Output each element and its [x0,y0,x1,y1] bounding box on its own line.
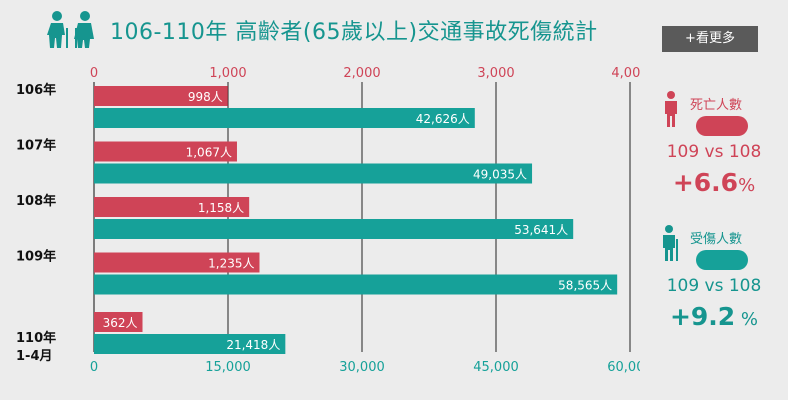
deaths-data-label: 1,235人 [208,257,254,271]
top-axis-tick-label: 1,000 [209,66,246,81]
top-axis-tick-label: 0 [90,66,98,81]
injuries-data-label: 42,626人 [416,112,470,126]
deaths-change-value: +6.6 [672,168,739,197]
deaths-stat-label: 死亡人數 [690,98,743,113]
injured-person-icon [663,225,678,261]
page-title: 106-110年 高齡者(65歲以上)交通事故死傷統計 [110,20,598,45]
deaths-stat-panel: 死亡人數 109 vs 108 +6.6% [640,88,788,208]
injuries-change-value: +9.2 [669,302,736,331]
top-axis-tick-label: 2,000 [343,66,380,81]
top-axis-tick-label: 4,000 [611,66,640,81]
injuries-change: +9.2 % [640,302,788,331]
injuries-stat-panel: 受傷人數 109 vs 108 +9.2 % [640,222,788,342]
deaths-data-label: 998人 [188,90,223,104]
bottom-axis-tick-label: 30,000 [339,360,385,375]
category-label: 110年 [16,330,56,346]
bottom-axis-tick-label: 45,000 [473,360,519,375]
deaths-bar [94,141,237,162]
person-icon [665,91,677,127]
deaths-pill [696,116,748,136]
deaths-bar [94,197,250,217]
injuries-bar [94,219,574,239]
deaths-data-label: 362人 [103,316,138,330]
more-button[interactable]: +看更多 [662,26,758,52]
bottom-axis-tick-label: 60,000 [607,360,640,375]
deaths-comparison: 109 vs 108 [666,142,762,162]
injuries-bar [94,108,475,128]
deaths-bar [94,312,143,332]
injuries-stat-label: 受傷人數 [690,232,743,247]
deaths-bar [94,86,228,106]
injuries-data-label: 58,565人 [558,279,612,293]
deaths-data-label: 1,158人 [198,201,244,215]
deaths-data-label: 1,067人 [186,146,232,160]
deaths-change: +6.6% [640,168,788,197]
injuries-comparison: 109 vs 108 [666,276,762,296]
bar-chart: 0 1,000 2,000 3,000 4,000 0 15,000 30,000 45,000… [16,66,640,375]
category-label: 109年 [16,249,56,265]
deaths-bar [94,252,260,273]
injuries-change-unit: % [735,309,759,330]
bottom-axis-tick-label: 0 [90,360,98,375]
deaths-change-unit: % [738,175,756,196]
category-label: 107年 [16,138,56,154]
header: 106-110年 高齡者(65歲以上)交通事故死傷統計 +看更多 [0,0,788,60]
injuries-data-label: 53,641人 [514,223,568,237]
category-label: 1-4月 [16,349,53,364]
elderly-couple-icon [47,11,94,48]
top-axis-tick-label: 3,000 [477,66,514,81]
category-label: 106年 [16,82,56,98]
injuries-bar [94,163,533,184]
injuries-data-label: 49,035人 [473,168,527,182]
injuries-data-label: 21,418人 [226,338,280,352]
category-label: 108年 [16,193,56,209]
injuries-bar [94,274,618,295]
injuries-bar [94,334,286,354]
injuries-pill [696,250,748,270]
bottom-axis-tick-label: 15,000 [205,360,251,375]
